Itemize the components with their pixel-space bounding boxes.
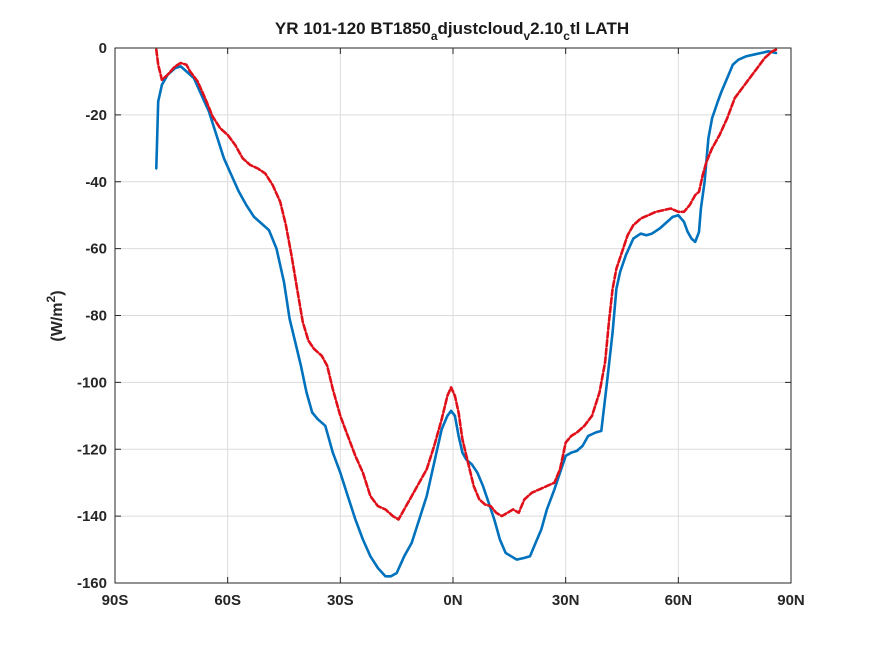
y-tick-label: -160 — [77, 575, 107, 592]
chart-title: YR 101-120 BT1850adjustcloudv2.10ctl LAT… — [275, 19, 629, 43]
series-line-1 — [155, 50, 778, 578]
x-tick-label: 60S — [214, 592, 241, 609]
x-tick-label: 90N — [777, 592, 805, 609]
y-tick-label: -120 — [77, 441, 107, 458]
y-tick-label: -140 — [77, 508, 107, 525]
axis-ticks — [114, 47, 792, 584]
x-tick-label: 60N — [665, 592, 693, 609]
y-tick-label: -80 — [85, 308, 107, 325]
y-tick-labels: 0 -20 -40 -60 -80 -100 -120 -140 -160 — [77, 40, 107, 592]
y-axis-label: (W/m2) — [44, 290, 66, 341]
y-tick-label: -40 — [85, 174, 107, 191]
series-layer — [155, 48, 778, 578]
y-tick-label: -60 — [85, 241, 107, 258]
grid-lines — [114, 47, 792, 584]
y-tick-label: -100 — [77, 374, 107, 391]
x-tick-label: 90S — [102, 592, 129, 609]
y-tick-label: 0 — [99, 40, 107, 57]
x-tick-label: 30N — [552, 592, 580, 609]
y-tick-label: -20 — [85, 107, 107, 124]
x-tick-label: 30S — [327, 592, 354, 609]
x-tick-labels: 90S 60S 30S 0N 30N 60N 90N — [102, 592, 805, 609]
series-line-2 — [155, 48, 778, 521]
x-tick-label: 0N — [443, 592, 462, 609]
